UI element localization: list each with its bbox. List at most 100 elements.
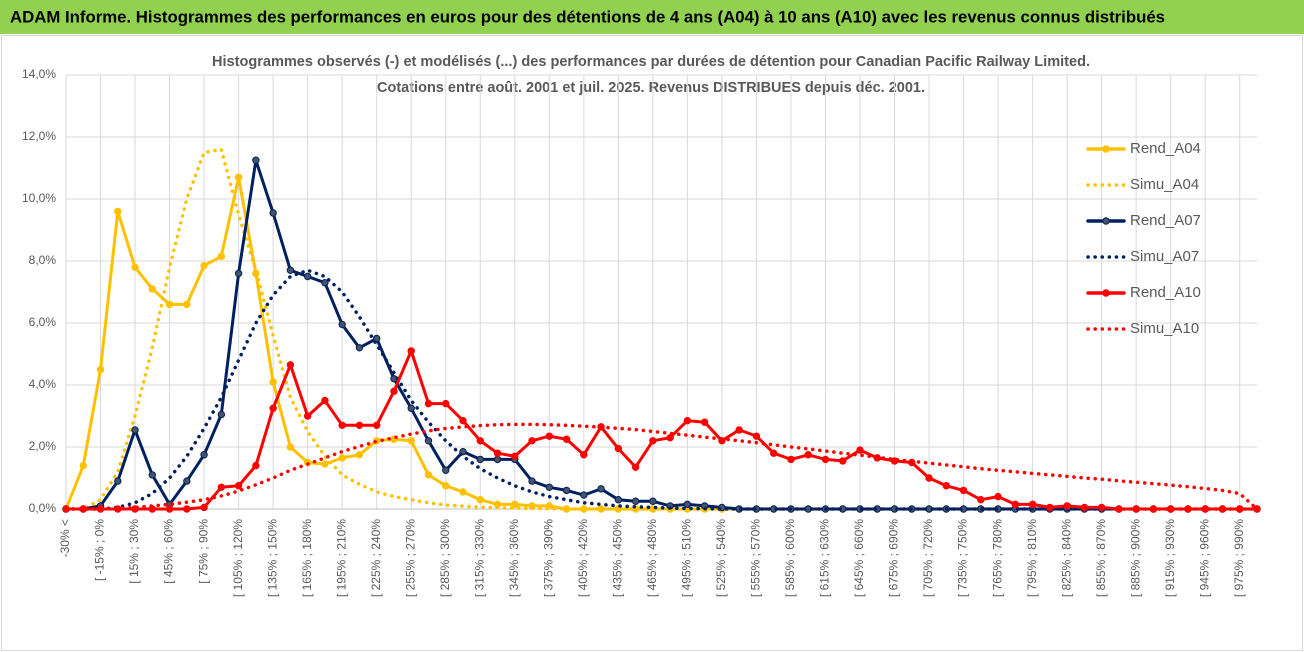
data-point: [355, 344, 364, 352]
data-point: [217, 252, 226, 261]
data-point: [442, 466, 450, 474]
header-bar: [0, 0, 1304, 34]
data-point: [839, 457, 847, 465]
data-point: [476, 455, 484, 464]
data-point: [493, 449, 502, 457]
data-point: [700, 418, 709, 426]
data-point: [1218, 505, 1227, 513]
x-tick-label: [ 765% ; 780%: [990, 519, 1004, 597]
data-point: [338, 421, 346, 429]
x-tick-label: [ 495% ; 510%: [680, 519, 694, 597]
data-point: [545, 432, 554, 440]
data-point: [994, 492, 1002, 501]
data-point: [1166, 505, 1175, 513]
data-point: [580, 491, 588, 499]
data-point: [424, 437, 433, 445]
data-point: [1236, 505, 1244, 513]
series-line: [64, 268, 1259, 511]
x-tick-label: [ 315% ; 330%: [472, 519, 486, 597]
data-point: [338, 320, 346, 329]
y-tick-label: 0,0%: [29, 501, 57, 515]
data-point: [183, 477, 191, 485]
data-point: [942, 482, 951, 490]
legend-label: Rend_A04: [1130, 140, 1201, 157]
legend-label: Simu_A10: [1130, 320, 1199, 337]
data-point: [217, 483, 226, 491]
data-point: [286, 443, 295, 451]
data-point: [925, 474, 933, 482]
x-tick-label: [ 45% ; 60%: [162, 519, 176, 584]
data-point: [977, 496, 985, 504]
legend-marker: [1102, 289, 1110, 297]
data-point: [252, 461, 260, 470]
data-point: [269, 209, 277, 217]
chart-border: [1, 35, 1303, 651]
data-point: [1201, 505, 1209, 513]
data-point: [476, 437, 484, 445]
y-tick-label: 6,0%: [29, 315, 57, 329]
x-tick-label: [ 975% ; 990%: [1232, 519, 1246, 597]
y-tick-label: 12,0%: [22, 129, 56, 143]
series-line: [64, 422, 1259, 511]
x-tick-label: [ 705% ; 720%: [921, 519, 935, 597]
data-point: [1132, 505, 1140, 513]
data-point: [79, 461, 87, 470]
data-point: [217, 410, 226, 419]
data-point: [252, 156, 260, 164]
y-tick-label: 2,0%: [29, 439, 57, 453]
y-tick-label: 14,0%: [22, 67, 56, 81]
data-point: [424, 471, 433, 479]
data-point: [407, 404, 415, 412]
data-point: [804, 451, 812, 459]
legend-label: Rend_A10: [1130, 284, 1201, 301]
x-tick-label: [ 585% ; 600%: [783, 519, 797, 597]
data-point: [769, 449, 778, 457]
data-point: [1028, 500, 1037, 509]
data-point: [666, 434, 674, 442]
x-tick-label: [ 885% ; 900%: [1128, 519, 1142, 597]
x-tick-label: [ 165% ; 180%: [300, 519, 314, 597]
data-point: [787, 455, 795, 464]
data-point: [338, 454, 346, 462]
data-point: [200, 261, 208, 270]
data-point: [234, 173, 243, 182]
x-tick-label: [ 825% ; 840%: [1059, 519, 1073, 597]
data-point: [183, 505, 191, 513]
data-point: [562, 486, 571, 495]
data-point: [1080, 503, 1089, 512]
data-point: [148, 285, 157, 293]
x-tick-label: [ -15% ; 0%: [93, 519, 107, 581]
data-point: [856, 446, 864, 454]
data-point: [528, 477, 536, 485]
legend-label: Rend_A07: [1130, 212, 1201, 229]
data-point: [355, 451, 364, 459]
data-point: [1149, 505, 1158, 513]
x-tick-label: [ 675% ; 690%: [887, 519, 901, 597]
series-line: [64, 349, 1259, 511]
data-point: [148, 471, 157, 479]
x-tick-label: [ 645% ; 660%: [852, 519, 866, 597]
x-tick-label: [ 255% ; 270%: [403, 519, 417, 597]
legend-label: Simu_A04: [1130, 176, 1199, 193]
data-point: [683, 416, 692, 425]
x-tick-label: [ 615% ; 630%: [818, 519, 832, 597]
data-point: [545, 483, 554, 491]
data-point: [1184, 505, 1192, 513]
header-title: ADAM Informe. Histogrammes des performan…: [10, 7, 1165, 26]
data-point: [459, 488, 467, 496]
data-point: [200, 503, 208, 512]
data-point: [131, 263, 139, 271]
data-point: [1011, 500, 1020, 509]
data-point: [459, 416, 467, 425]
data-point: [511, 452, 519, 460]
x-tick-label: [ 735% ; 750%: [956, 519, 970, 597]
data-point: [442, 482, 450, 490]
data-point: [1063, 502, 1071, 510]
data-point: [649, 497, 657, 505]
data-point: [96, 365, 105, 374]
chart-title: Histogrammes observés (-) et modélisés (…: [212, 53, 1090, 70]
data-point: [303, 412, 312, 420]
data-point: [286, 361, 295, 369]
